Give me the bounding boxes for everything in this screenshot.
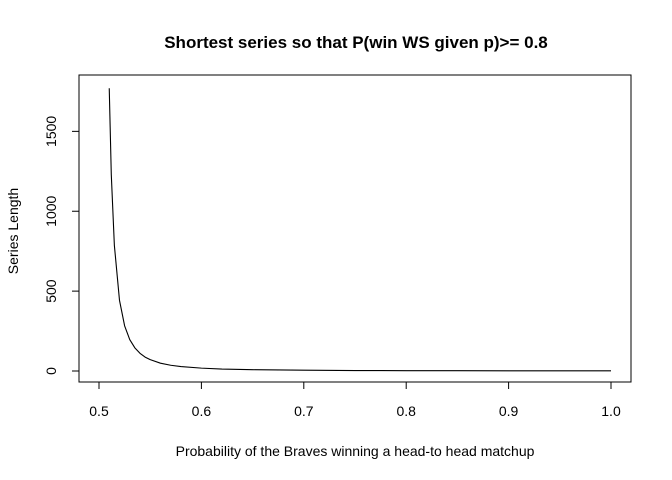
y-axis-label: Series Length (5, 188, 21, 274)
y-axis: 0 500 1000 1500 (43, 116, 80, 375)
x-tick-label: 0.8 (396, 403, 416, 419)
chart-title: Shortest series so that P(win WS given p… (164, 33, 548, 52)
y-tick-label: 0 (43, 367, 59, 375)
y-tick-label: 1000 (43, 195, 59, 226)
series-line (108, 88, 611, 372)
y-tick-label: 1500 (43, 116, 59, 147)
y-tick-label: 500 (43, 279, 59, 303)
plot-frame (78, 74, 632, 383)
x-axis-label: Probability of the Braves winning a head… (176, 443, 535, 459)
x-tick-label: 0.7 (294, 403, 314, 419)
x-tick-label: 0.6 (192, 403, 212, 419)
series-layer (108, 88, 611, 372)
x-tick-label: 0.9 (499, 403, 519, 419)
x-axis: 0.5 0.6 0.7 0.8 0.9 1.0 (89, 381, 621, 419)
x-tick-label: 0.5 (89, 403, 109, 419)
x-tick-label: 1.0 (601, 403, 621, 419)
